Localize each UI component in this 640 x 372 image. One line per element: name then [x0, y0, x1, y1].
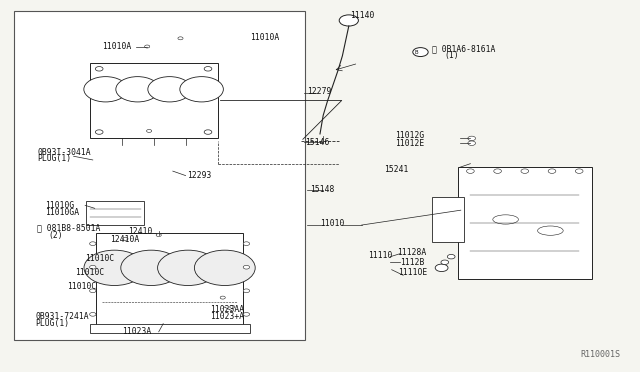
- Circle shape: [95, 67, 103, 71]
- Bar: [96, 232, 243, 326]
- Circle shape: [243, 242, 250, 246]
- Bar: [86, 201, 144, 225]
- Circle shape: [243, 265, 250, 269]
- Text: 11010C: 11010C: [76, 268, 105, 277]
- Text: 12410A: 12410A: [110, 235, 140, 244]
- Text: 11010: 11010: [320, 219, 344, 228]
- Text: 12293: 12293: [187, 171, 211, 180]
- Circle shape: [413, 48, 428, 57]
- Circle shape: [435, 264, 448, 272]
- Text: Ⓑ 081B8-8501A: Ⓑ 081B8-8501A: [37, 223, 100, 232]
- Circle shape: [220, 296, 225, 299]
- Text: 11010C: 11010C: [67, 282, 97, 291]
- Circle shape: [468, 141, 476, 145]
- Circle shape: [494, 169, 502, 173]
- Text: 11110: 11110: [368, 251, 392, 260]
- Text: 11010A: 11010A: [102, 42, 131, 51]
- Text: B: B: [414, 49, 418, 55]
- Text: 0B931-7241A: 0B931-7241A: [35, 312, 89, 321]
- Circle shape: [447, 254, 455, 259]
- Text: 11023+A: 11023+A: [210, 312, 244, 321]
- Text: 11023A: 11023A: [122, 327, 151, 336]
- Circle shape: [90, 242, 96, 246]
- Circle shape: [521, 169, 529, 173]
- Circle shape: [243, 289, 250, 293]
- Circle shape: [339, 15, 358, 26]
- Text: (2): (2): [48, 231, 63, 240]
- Text: 11023AA: 11023AA: [210, 305, 244, 314]
- Circle shape: [90, 289, 96, 293]
- Text: 11010G: 11010G: [45, 201, 74, 210]
- Circle shape: [147, 129, 152, 132]
- Circle shape: [157, 250, 218, 286]
- Bar: [432, 197, 464, 242]
- Text: 11010A: 11010A: [250, 33, 279, 42]
- Text: 12410: 12410: [128, 227, 152, 236]
- Circle shape: [84, 77, 127, 102]
- Text: 1112B: 1112B: [400, 258, 424, 267]
- Text: (1): (1): [445, 51, 460, 60]
- Circle shape: [145, 45, 150, 48]
- Circle shape: [468, 136, 476, 141]
- Circle shape: [204, 67, 212, 71]
- Circle shape: [230, 305, 235, 308]
- Circle shape: [243, 312, 250, 316]
- Text: 11012E: 11012E: [396, 139, 425, 148]
- Text: R110001S: R110001S: [581, 350, 621, 359]
- Text: 11128A: 11128A: [397, 248, 426, 257]
- Text: 15148: 15148: [310, 185, 335, 194]
- Text: 0B93I-3041A: 0B93I-3041A: [37, 148, 91, 157]
- Text: PLUG(1): PLUG(1): [35, 319, 69, 328]
- Text: 1111OE: 1111OE: [398, 268, 428, 277]
- Bar: [14, 11, 305, 340]
- Circle shape: [90, 312, 96, 316]
- Text: 12279: 12279: [307, 87, 332, 96]
- Bar: [458, 167, 592, 279]
- Bar: [90, 63, 218, 138]
- Circle shape: [195, 250, 255, 286]
- Circle shape: [178, 37, 183, 40]
- Text: 15146: 15146: [305, 138, 330, 147]
- Ellipse shape: [493, 215, 518, 224]
- Circle shape: [95, 130, 103, 134]
- Circle shape: [84, 250, 145, 286]
- Circle shape: [123, 237, 128, 240]
- Text: 11140: 11140: [350, 11, 374, 20]
- Circle shape: [441, 260, 449, 264]
- Circle shape: [467, 169, 474, 173]
- Circle shape: [548, 169, 556, 173]
- Bar: [90, 324, 250, 333]
- Circle shape: [180, 77, 223, 102]
- Circle shape: [116, 77, 159, 102]
- Circle shape: [121, 250, 182, 286]
- Text: Ⓑ 0B1A6-8161A: Ⓑ 0B1A6-8161A: [432, 45, 495, 54]
- Circle shape: [156, 234, 161, 237]
- Circle shape: [204, 130, 212, 134]
- Text: 15241: 15241: [384, 165, 408, 174]
- Circle shape: [575, 169, 583, 173]
- Text: PLUG(1): PLUG(1): [37, 154, 71, 163]
- Text: 11010GA: 11010GA: [45, 208, 79, 217]
- Circle shape: [148, 77, 191, 102]
- Ellipse shape: [538, 226, 563, 235]
- Text: 11010C: 11010C: [85, 254, 115, 263]
- Text: 11012G: 11012G: [396, 131, 425, 140]
- Circle shape: [90, 265, 96, 269]
